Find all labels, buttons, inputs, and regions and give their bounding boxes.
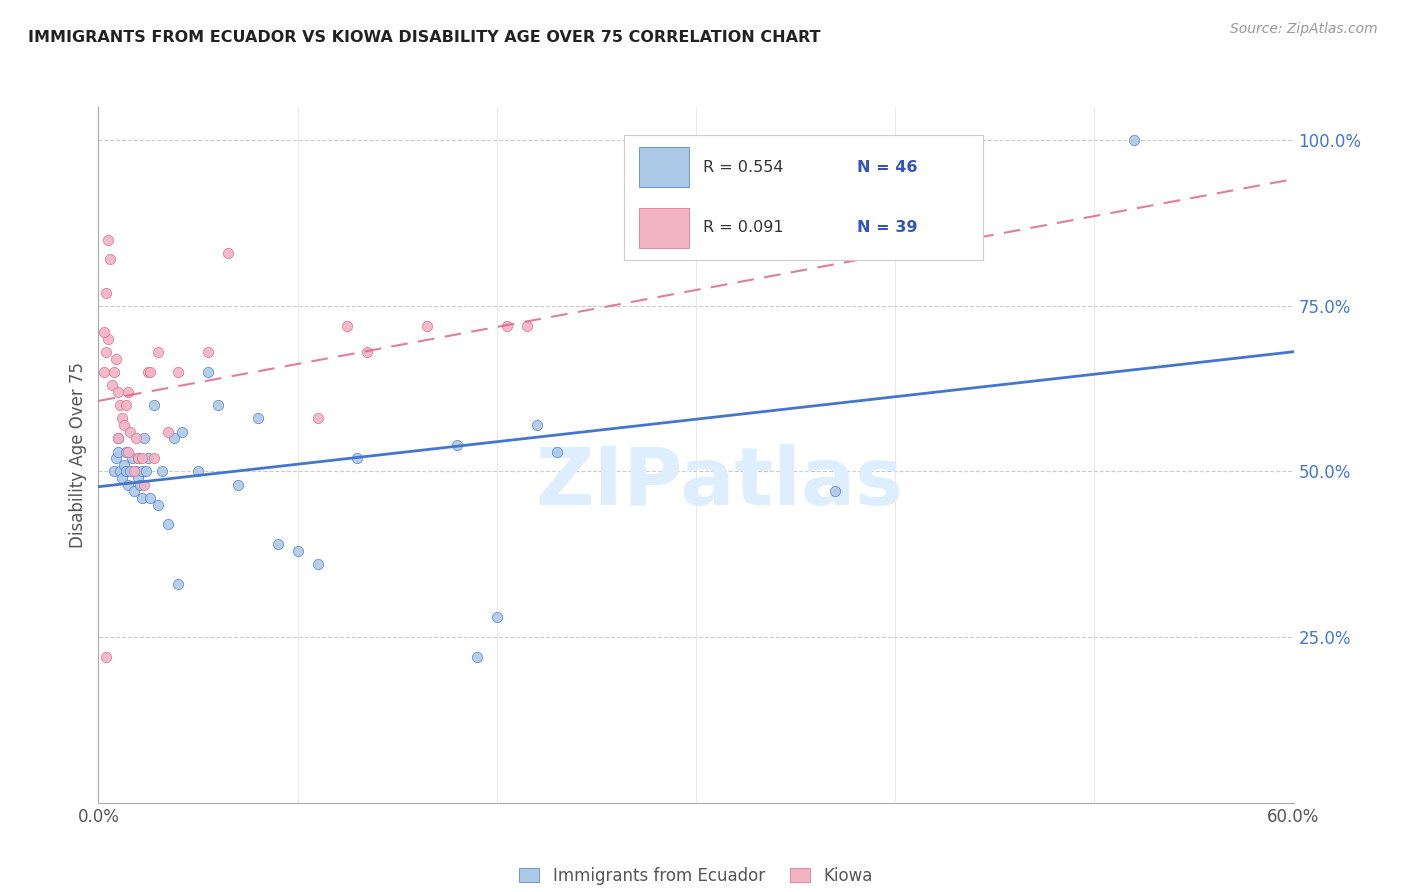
Point [117, 384, 139, 399]
Point [107, 431, 129, 445]
Point [267, 537, 290, 551]
Point [134, 477, 156, 491]
Point [150, 465, 173, 479]
Point [416, 318, 439, 333]
Point [197, 365, 219, 379]
Point [117, 477, 139, 491]
Point [307, 558, 329, 572]
Point [167, 365, 190, 379]
Point [97, 332, 120, 346]
Point [115, 444, 138, 458]
Bar [638, 208, 689, 248]
Bar [638, 147, 689, 187]
Point [120, 425, 142, 439]
Point [107, 444, 129, 458]
Point [107, 384, 129, 399]
Point [465, 650, 488, 665]
Point [148, 345, 170, 359]
Point [103, 365, 125, 379]
Text: N = 39: N = 39 [858, 220, 918, 235]
Point [96, 285, 118, 300]
Point [112, 418, 135, 433]
Point [96, 345, 118, 359]
Point [93, 365, 115, 379]
Point [134, 431, 156, 445]
Point [124, 465, 146, 479]
Text: R = 0.091: R = 0.091 [703, 220, 783, 235]
Point [129, 477, 152, 491]
Point [187, 465, 209, 479]
Text: IMMIGRANTS FROM ECUADOR VS KIOWA DISABILITY AGE OVER 75 CORRELATION CHART: IMMIGRANTS FROM ECUADOR VS KIOWA DISABIL… [28, 29, 821, 45]
Point [824, 484, 846, 499]
Point [111, 411, 134, 425]
Point [139, 491, 162, 505]
Point [98, 252, 122, 267]
Point [103, 465, 125, 479]
Point [93, 326, 115, 340]
Point [110, 398, 132, 412]
Point [163, 431, 186, 445]
Point [127, 451, 149, 466]
Point [356, 345, 378, 359]
Point [167, 577, 190, 591]
Point [1123, 133, 1146, 147]
Point [111, 471, 134, 485]
Point [110, 465, 132, 479]
Point [101, 378, 124, 392]
Point [131, 451, 153, 466]
Point [131, 491, 153, 505]
Point [115, 398, 138, 412]
Point [197, 345, 219, 359]
Point [105, 351, 128, 366]
Point [336, 318, 359, 333]
Point [107, 431, 129, 445]
Point [143, 398, 166, 412]
Point [127, 451, 149, 466]
Point [526, 418, 548, 433]
Point [124, 484, 146, 499]
Point [136, 451, 159, 466]
Point [139, 365, 162, 379]
Point [172, 425, 194, 439]
Point [287, 544, 309, 558]
Point [346, 451, 368, 466]
Point [143, 451, 166, 466]
Point [446, 438, 468, 452]
Point [127, 471, 149, 485]
Point [226, 477, 249, 491]
Point [135, 465, 157, 479]
Point [125, 431, 148, 445]
Text: ZIPatlas: ZIPatlas [536, 443, 904, 522]
Point [121, 451, 143, 466]
Point [120, 465, 142, 479]
Point [207, 398, 229, 412]
Point [516, 318, 538, 333]
Point [112, 458, 135, 472]
Point [307, 411, 329, 425]
Point [136, 365, 159, 379]
Point [117, 444, 139, 458]
Point [97, 233, 120, 247]
Point [495, 318, 517, 333]
Text: N = 46: N = 46 [858, 160, 918, 175]
Y-axis label: Disability Age Over 75: Disability Age Over 75 [69, 362, 87, 548]
Point [125, 465, 148, 479]
Point [246, 411, 269, 425]
Point [157, 425, 180, 439]
Point [546, 444, 568, 458]
Text: R = 0.554: R = 0.554 [703, 160, 783, 175]
Text: Source: ZipAtlas.com: Source: ZipAtlas.com [1230, 21, 1378, 36]
Point [131, 465, 153, 479]
Point [148, 498, 170, 512]
Point [96, 650, 118, 665]
Legend: Immigrants from Ecuador, Kiowa: Immigrants from Ecuador, Kiowa [519, 867, 873, 885]
Point [217, 245, 239, 260]
Point [105, 451, 128, 466]
Point [157, 517, 180, 532]
Point [485, 610, 508, 624]
Point [115, 465, 138, 479]
